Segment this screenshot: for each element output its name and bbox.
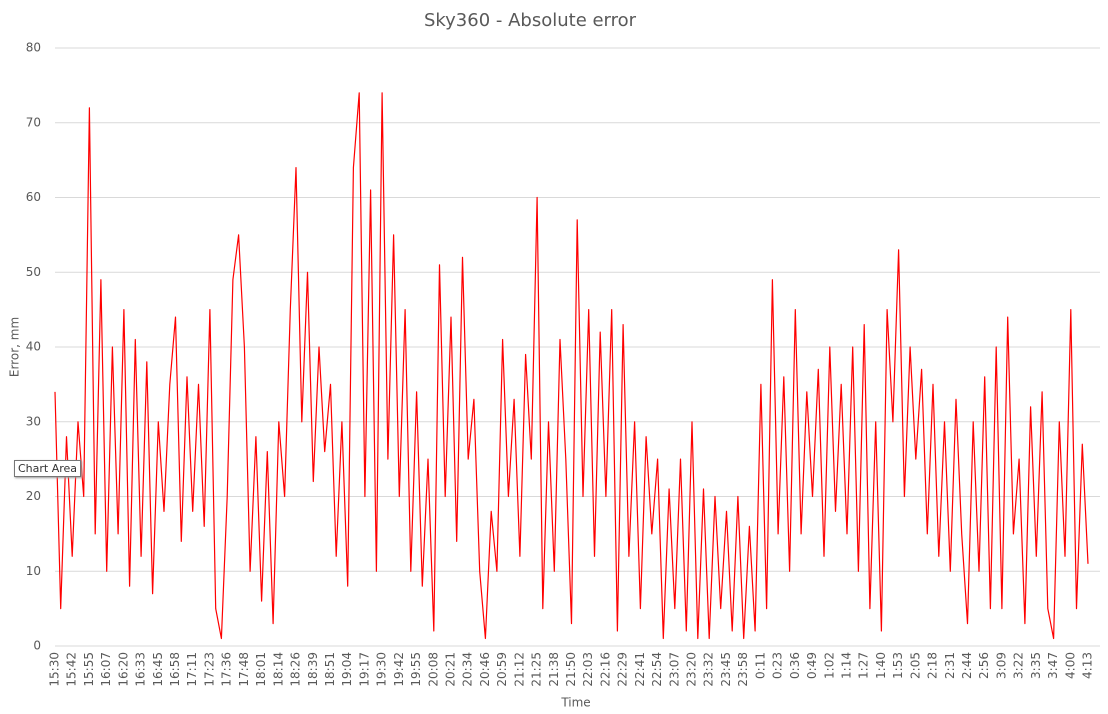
x-tick-label: 21:50 [564,652,578,687]
x-tick-label: 2:05 [908,652,922,679]
x-tick-label: 17:23 [202,652,216,687]
x-tick-label: 19:55 [409,652,423,687]
x-tick-label: 20:08 [426,652,440,687]
y-tick-label: 80 [26,41,41,55]
x-tick-label: 23:32 [702,652,716,687]
y-tick-label: 40 [26,340,41,354]
x-tick-label: 23:07 [667,652,681,687]
x-tick-label: 17:48 [237,652,251,687]
x-tick-label: 3:35 [1029,652,1043,679]
x-tick-label: 16:07 [99,652,113,687]
x-tick-label: 21:38 [547,652,561,687]
y-tick-label: 20 [26,489,41,503]
x-tick-label: 16:58 [168,652,182,687]
x-tick-label: 18:39 [306,652,320,687]
x-tick-label: 18:01 [254,652,268,687]
x-tick-label: 2:56 [977,652,991,679]
x-tick-label: 1:02 [822,652,836,679]
y-tick-label: 10 [26,564,41,578]
x-tick-label: 22:41 [633,652,647,687]
x-tick-label: 17:11 [185,652,199,687]
x-tick-label: 20:34 [461,652,475,687]
x-tick-label: 22:29 [616,652,630,687]
x-tick-label: 3:47 [1046,652,1060,679]
x-tick-label: 2:44 [960,652,974,679]
y-tick-label: 70 [26,115,41,129]
x-axis-label: Time [560,696,590,710]
x-tick-label: 1:53 [891,652,905,679]
x-tick-label: 23:58 [736,652,750,687]
x-tick-label: 18:26 [289,652,303,687]
x-tick-label: 22:54 [650,652,664,687]
x-tick-label: 23:20 [685,652,699,687]
x-tick-label: 2:31 [943,652,957,679]
x-tick-label: 20:21 [443,652,457,687]
x-tick-label: 1:40 [874,652,888,679]
x-tick-label: 16:45 [151,652,165,687]
x-tick-label: 0:23 [771,652,785,679]
tooltip: Chart Area [14,460,82,477]
x-tick-label: 22:03 [581,652,595,687]
y-tick-label: 0 [33,639,41,653]
x-tick-label: 3:22 [1012,652,1026,679]
x-tick-label: 0:11 [753,652,767,679]
x-tick-label: 16:20 [116,652,130,687]
x-tick-label: 20:46 [478,652,492,687]
x-tick-label: 22:16 [598,652,612,687]
x-tick-label: 19:30 [375,652,389,687]
x-tick-label: 19:42 [392,652,406,687]
x-tick-label: 15:55 [82,652,96,687]
x-tick-label: 0:49 [805,652,819,679]
x-tick-label: 17:36 [220,652,234,687]
x-tick-label: 18:14 [271,652,285,687]
x-tick-label: 1:14 [839,652,853,679]
x-tick-label: 16:33 [134,652,148,687]
x-tick-label: 19:17 [357,652,371,687]
y-tick-label: 60 [26,190,41,204]
x-tick-label: 18:51 [323,652,337,687]
x-tick-label: 20:59 [495,652,509,687]
x-tick-label: 0:36 [788,652,802,679]
y-tick-label: 30 [26,414,41,428]
y-axis-label: Error, mm [8,317,22,377]
x-tick-label: 4:13 [1081,652,1095,679]
x-tick-label: 4:00 [1063,652,1077,679]
x-tick-label: 15:30 [48,652,62,687]
x-tick-label: 21:12 [512,652,526,687]
y-tick-label: 50 [26,265,41,279]
chart-title: Sky360 - Absolute error [424,10,637,31]
x-tick-label: 15:42 [65,652,79,687]
x-tick-label: 2:18 [926,652,940,679]
line-series [54,92,1089,640]
x-tick-label: 23:45 [719,652,733,687]
x-tick-label: 19:04 [340,652,354,687]
x-tick-label: 1:27 [857,652,871,679]
x-tick-label: 3:09 [994,652,1008,679]
x-tick-label: 21:25 [530,652,544,687]
